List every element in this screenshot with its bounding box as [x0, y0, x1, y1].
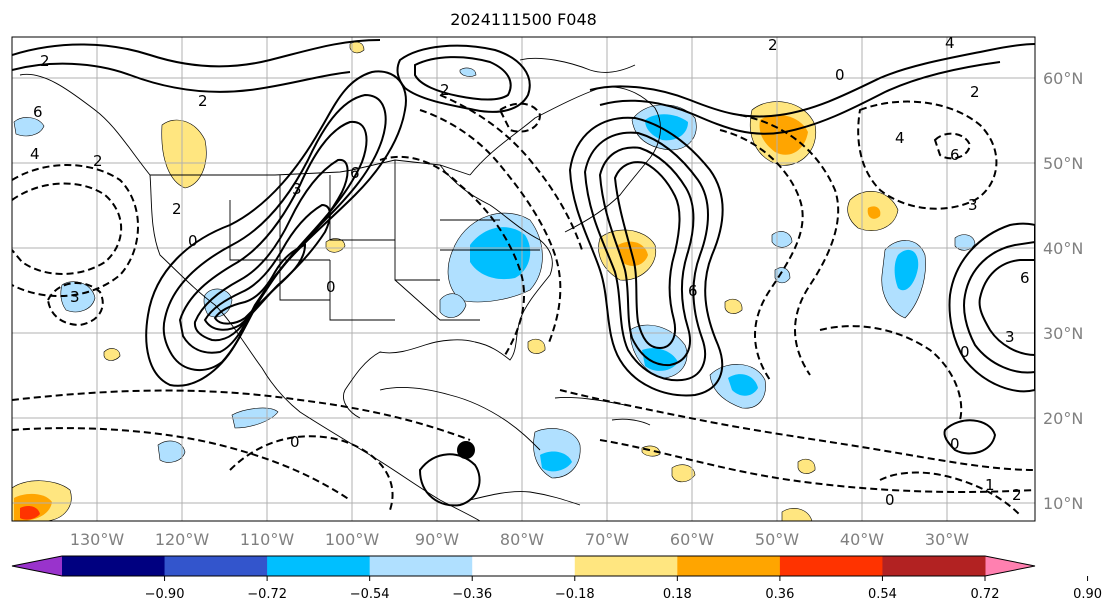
contour-label: 2 [172, 200, 182, 218]
lon-tick: 130°W [70, 530, 125, 549]
colorbar-segment [369, 556, 473, 576]
contour-label: 0 [885, 491, 895, 509]
lon-tick: 80°W [500, 530, 544, 549]
contour-label: 6 [33, 103, 43, 121]
contour-label: 2 [440, 81, 450, 99]
colorbar-tick-label: 0.54 [868, 587, 897, 602]
map-title: 2024111500 F048 [450, 10, 597, 29]
colorbar-tick-label: 0.90 [1073, 587, 1102, 602]
shade-yellow-small-1 [325, 238, 346, 253]
lon-tick: 120°W [155, 530, 210, 549]
contour-label: 2 [970, 83, 980, 101]
lon-tick: 40°W [840, 530, 884, 549]
contour-label: 4 [945, 34, 955, 52]
lat-tick: 30°N [1043, 324, 1083, 343]
contour-lines [12, 39, 1035, 516]
lon-tick: 100°W [325, 530, 380, 549]
contour-label: 3 [1005, 328, 1015, 346]
lon-tick: 90°W [415, 530, 459, 549]
contour-label: 3 [968, 196, 978, 214]
colorbar-segment [677, 556, 781, 576]
colorbar-tick-label: −0.54 [350, 587, 390, 602]
contour-label: 4 [30, 145, 40, 163]
lat-tick: 40°N [1043, 239, 1083, 258]
shade-yellow-small-3 [527, 338, 546, 354]
shade-yellow-small-6 [797, 458, 816, 474]
longitude-ticks: 130°W 120°W 110°W 100°W 90°W 80°W 70°W 6… [70, 530, 969, 549]
contour-label: 6 [350, 164, 360, 182]
colorbar-extend-low [12, 556, 62, 576]
shade-blue-small-3 [954, 234, 976, 251]
lat-tick: 60°N [1043, 69, 1083, 88]
shade-yellow-small-2 [103, 348, 121, 361]
contour-label: 4 [895, 129, 905, 147]
colorbar-tick-label: −0.18 [555, 587, 595, 602]
shade-yellow-small-7 [781, 508, 813, 521]
colorbar-tick-label: −0.90 [145, 587, 185, 602]
contour-label: 2 [1012, 486, 1022, 504]
latitude-ticks: 60°N 50°N 40°N 30°N 20°N 10°N [1043, 69, 1083, 513]
shade-blue-small-1 [459, 67, 477, 77]
colorbar-tick-label: 0.36 [765, 587, 794, 602]
shade-cyan-atlantic-south [728, 374, 758, 396]
shade-blue-gulf [439, 293, 467, 318]
shade-cyan-atlantic-east [894, 249, 919, 291]
lon-tick: 30°W [925, 530, 969, 549]
contour-label: 0 [950, 435, 960, 453]
colorbar-tick-label: −0.36 [452, 587, 492, 602]
colorbar-tick-label: 0.72 [971, 587, 1000, 602]
lat-tick: 10°N [1043, 494, 1083, 513]
shaded-anomalies [12, 41, 976, 521]
shade-red-pacific-sw-corner [20, 506, 40, 520]
lon-tick: 70°W [585, 530, 629, 549]
shade-cyan-great-lakes [470, 227, 531, 280]
contour-label: 0 [835, 66, 845, 84]
contour-labels: 2 2 6 4 2 0 3 2 6 2 0 3 0 6 4 3 0 2 2 4 … [30, 34, 1030, 509]
colorbar-segment [472, 556, 576, 576]
contour-label: 1 [985, 476, 995, 494]
contour-label: 2 [768, 36, 778, 54]
location-marker-icon [457, 441, 475, 459]
shade-blue-alaska [13, 117, 45, 137]
lon-tick: 110°W [240, 530, 295, 549]
colorbar-segment [62, 556, 166, 576]
contour-label: 0 [960, 343, 970, 361]
contour-label: 2 [93, 152, 103, 170]
shade-orange-central-atlantic [867, 206, 881, 219]
shade-yellow-small-4 [724, 298, 743, 314]
graticule [12, 37, 1035, 521]
contour-label: 2 [40, 52, 50, 70]
contour-label: 6 [1020, 269, 1030, 287]
colorbar: −0.90 −0.72 −0.54 −0.36 −0.18 0.18 0.36 0.54 0.7… [11, 555, 1102, 602]
lon-tick: 60°W [670, 530, 714, 549]
shade-blue-pacific-s [157, 440, 186, 463]
contour-label: 3 [292, 180, 302, 198]
lat-tick: 50°N [1043, 154, 1083, 173]
lat-tick: 20°N [1043, 409, 1083, 428]
contour-label: 6 [950, 146, 960, 164]
colorbar-extend-high [985, 556, 1035, 576]
colorbar-tick-label: −0.72 [247, 587, 287, 602]
colorbar-segment [574, 556, 678, 576]
shade-cyan-caribbean [540, 451, 572, 472]
contour-label: 2 [198, 92, 208, 110]
colorbar-segment [882, 556, 986, 576]
colorbar-tick-label: 0.18 [663, 587, 692, 602]
colorbar-segment [164, 556, 268, 576]
contour-label: 0 [290, 433, 300, 451]
contour-label: 0 [188, 232, 198, 250]
colorbar-segment [779, 556, 883, 576]
contour-label: 6 [688, 282, 698, 300]
shade-cyan-newfoundland [645, 114, 688, 141]
map-plot-area: 2 2 6 4 2 0 3 2 6 2 0 3 0 6 4 3 0 2 2 4 … [12, 34, 1035, 521]
contour-label: 0 [326, 278, 336, 296]
contour-label: 3 [70, 288, 80, 306]
plot-frame [11, 36, 1036, 522]
colorbar-segment [267, 556, 371, 576]
colorbar-outline [11, 555, 1036, 577]
shade-yellow-small-5 [671, 464, 696, 483]
lon-tick: 50°W [755, 530, 799, 549]
